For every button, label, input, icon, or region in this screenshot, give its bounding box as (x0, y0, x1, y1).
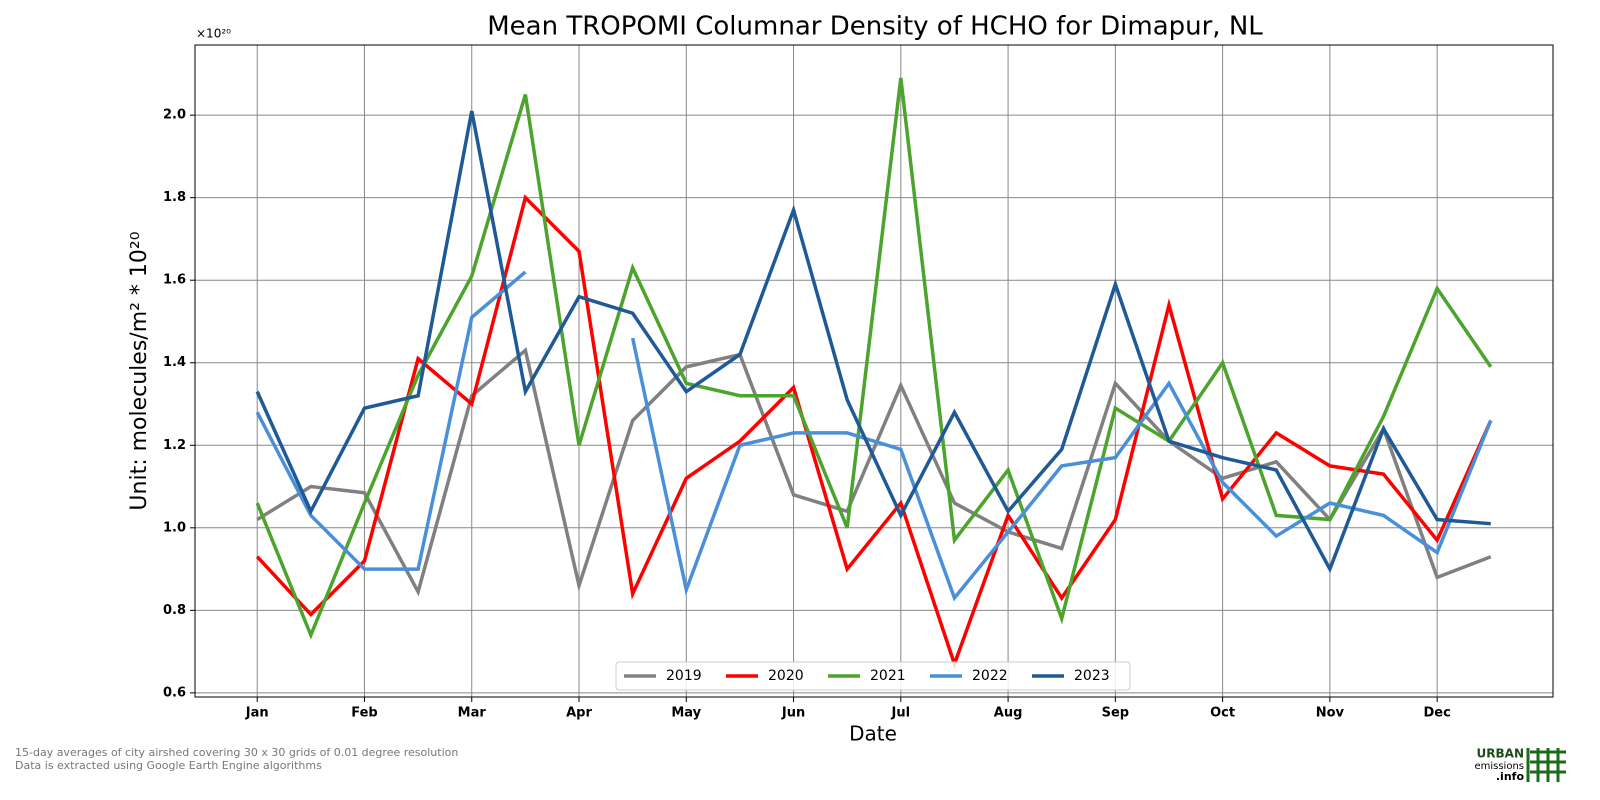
logo: URBAN emissions .info (1474, 747, 1566, 783)
y-tick-label: 0.6 (163, 685, 186, 700)
x-tick-label: Aug (994, 706, 1023, 721)
footnote: 15-day averages of city airshed covering… (15, 746, 458, 759)
y-tick-label: 1.6 (163, 273, 186, 288)
logo-grid (1526, 748, 1566, 782)
y-tick-label: 1.4 (163, 355, 186, 370)
x-tick-label: Oct (1210, 706, 1235, 721)
x-tick-label: Jun (781, 706, 805, 721)
x-axis-label: Date (849, 722, 897, 746)
x-tick-label: Mar (458, 706, 487, 721)
series-line (255, 194, 1493, 670)
x-tick-label: Jul (891, 706, 911, 721)
y-tick-label: 1.8 (163, 190, 186, 205)
legend-label: 2023 (1074, 668, 1110, 684)
logo-text: .info (1496, 770, 1525, 783)
series-line (255, 270, 1493, 602)
y-offset-label: ×10²⁰ (196, 27, 231, 41)
x-tick-label: May (671, 706, 701, 721)
footnote: Data is extracted using Google Earth Eng… (15, 759, 322, 772)
logo-text: emissions (1474, 761, 1524, 772)
plot-area: 0.6 0.8 1.0 1.2 1.4 1.6 1.8 2.0 Jan Feb Mar Apr May J… (163, 44, 1554, 721)
x-tick-label: Dec (1423, 706, 1450, 721)
x-tick-label: Jan (245, 706, 269, 721)
series-line (255, 77, 1493, 640)
legend: 2019 2020 2021 2022 2023 (615, 661, 1131, 691)
y-tick-label: 0.8 (163, 603, 186, 618)
chart-title: Mean TROPOMI Columnar Density of HCHO fo… (487, 12, 1263, 42)
x-tick-label: Sep (1102, 706, 1130, 721)
axes-frame (194, 44, 1554, 698)
x-tick-label: Feb (351, 706, 377, 721)
y-tick-label: 1.2 (163, 438, 186, 453)
series-line (255, 110, 1491, 574)
y-axis-label: Unit: molecules/m² * 10²⁰ (127, 231, 152, 510)
legend-label: 2021 (870, 668, 906, 684)
y-tick-label: 1.0 (163, 520, 186, 535)
logo-text: URBAN (1477, 747, 1524, 761)
x-tick-label: Apr (566, 706, 592, 721)
x-tick-label: Nov (1316, 706, 1345, 721)
series-line (256, 347, 1492, 597)
y-tick-label: 2.0 (163, 108, 186, 123)
legend-label: 2022 (972, 668, 1008, 684)
legend-box (615, 661, 1131, 691)
legend-label: 2020 (768, 668, 804, 684)
legend-label: 2019 (666, 668, 702, 684)
